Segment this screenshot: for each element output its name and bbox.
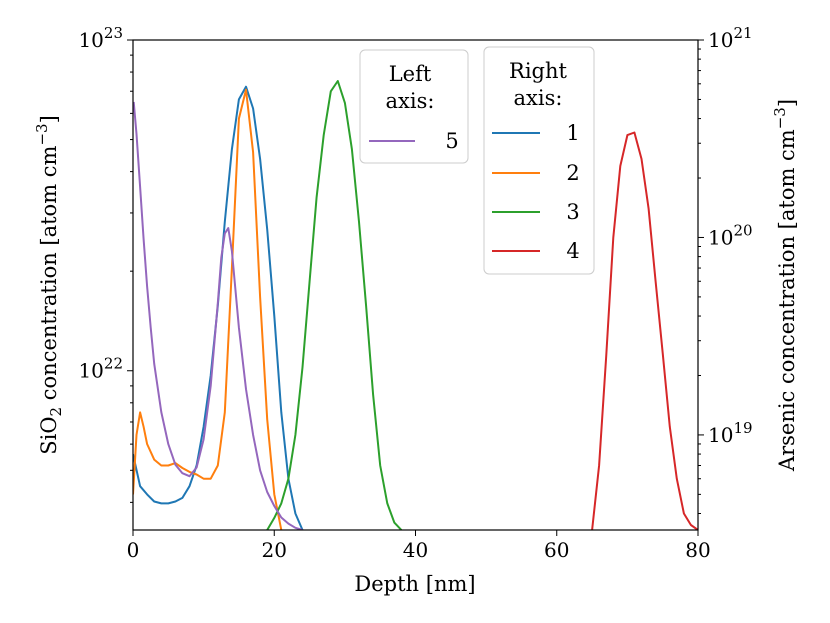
right-axis-tick-label: 1019 xyxy=(708,419,753,447)
y-left-label-sub: 2 xyxy=(47,407,65,417)
series-layer xyxy=(133,80,698,530)
left-axis-tick-label: 1023 xyxy=(78,24,123,52)
legend-right: Right axis: 1 2 3 4 xyxy=(483,46,595,275)
y-right-label-close: ] xyxy=(775,99,799,107)
series-line-5 xyxy=(133,101,303,530)
left-axis-tick-label: 1022 xyxy=(78,355,123,383)
y-left-label-rest: concentration [atom cm xyxy=(37,145,61,406)
y-left-label-main: SiO xyxy=(37,416,61,454)
x-tick-label: 40 xyxy=(403,538,428,562)
legend-right-box xyxy=(483,46,595,275)
right-axis-tick-label: 1021 xyxy=(708,24,753,52)
legend-label-1: 1 xyxy=(566,121,579,145)
y-right-label-main: Arsenic concentration [atom cm xyxy=(775,129,799,472)
x-tick-label: 0 xyxy=(127,538,140,562)
y-left-label-sup: −3 xyxy=(33,123,51,145)
right-axis-tick-label: 1020 xyxy=(708,221,753,249)
legend-label-3: 3 xyxy=(566,200,579,224)
series-line-4 xyxy=(591,131,698,530)
legend-left: Left axis: 5 xyxy=(359,49,469,164)
legend-left-title-1: Left xyxy=(389,62,432,86)
legend-left-title-2: axis: xyxy=(386,89,435,113)
legend-left-box xyxy=(359,49,469,164)
legend-label-5: 5 xyxy=(445,129,458,153)
x-tick-label: 60 xyxy=(544,538,569,562)
axes-layer: 0 20 40 60 80 1022 1023 1019 1020 1021 xyxy=(78,24,752,562)
y-left-label-close: ] xyxy=(37,115,61,123)
x-tick-label: 20 xyxy=(262,538,287,562)
y-right-axis-label: Arsenic concentration [atom cm−3] xyxy=(771,99,799,472)
series-line-3 xyxy=(266,80,403,530)
legend-label-2: 2 xyxy=(566,161,579,185)
x-axis-label: Depth [nm] xyxy=(354,572,475,596)
legend-label-4: 4 xyxy=(566,239,579,263)
y-right-label-sup: −3 xyxy=(771,107,789,129)
legend-right-title-1: Right xyxy=(509,59,567,83)
x-tick-label: 80 xyxy=(685,538,710,562)
series-line-2 xyxy=(133,88,283,530)
y-left-axis-label: SiO2 concentration [atom cm−3] xyxy=(33,115,65,455)
legend-right-title-2: axis: xyxy=(514,86,563,110)
